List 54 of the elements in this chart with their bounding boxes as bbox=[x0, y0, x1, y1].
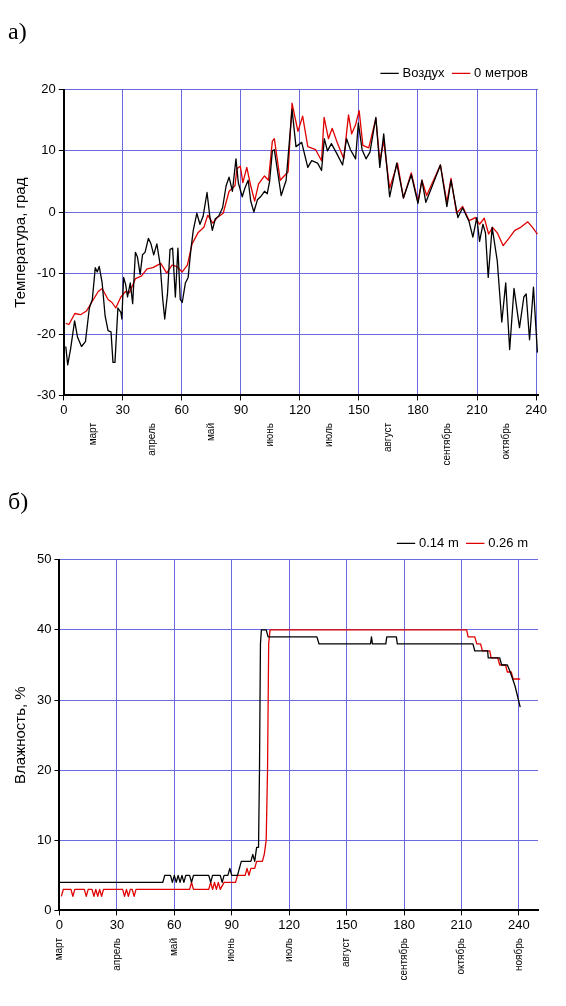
x-tick-label: 90 bbox=[224, 916, 239, 932]
text: июнь bbox=[225, 938, 237, 962]
text: октябрь bbox=[455, 938, 467, 975]
x-tick-label: 30 bbox=[115, 401, 131, 417]
x-tick-label: 150 bbox=[348, 401, 370, 417]
y-tick-label: 20 bbox=[36, 761, 52, 777]
text: май bbox=[168, 938, 180, 957]
x-tick-label: 90 bbox=[233, 401, 249, 417]
y-tick-label: 0 bbox=[44, 901, 52, 917]
x-tick-label: 150 bbox=[335, 916, 358, 932]
y-tick-label: 40 bbox=[36, 621, 52, 637]
x-tick-label: 180 bbox=[393, 916, 415, 932]
y-axis-title: Влажность, % bbox=[11, 686, 29, 784]
x-tick-label: 180 bbox=[407, 401, 429, 417]
legend-label: Воздух bbox=[402, 64, 446, 80]
legend-label: 0 метров bbox=[474, 64, 529, 80]
y-tick-label: 30 bbox=[36, 691, 52, 707]
text: март bbox=[53, 937, 65, 961]
x-tick-label: 210 bbox=[450, 916, 473, 932]
x-tick-label: 240 bbox=[508, 916, 530, 932]
y-axis-title: Температура, град bbox=[11, 177, 29, 308]
x-tick-label: 120 bbox=[289, 401, 311, 417]
text: апрель bbox=[146, 423, 158, 456]
x-tick-label: 30 bbox=[109, 916, 125, 932]
legend-label: 0.14 m bbox=[419, 534, 459, 550]
y-tick-label: -20 bbox=[36, 325, 56, 341]
text: июль bbox=[323, 423, 335, 447]
y-tick-label: 50 bbox=[36, 551, 52, 567]
x-tick-label: 0 bbox=[60, 401, 68, 417]
y-tick-label: 10 bbox=[36, 831, 52, 847]
chart-title: а) bbox=[8, 17, 27, 44]
x-tick-label: 60 bbox=[174, 401, 190, 417]
x-tick-label: 60 bbox=[167, 916, 182, 932]
y-tick-label: 20 bbox=[41, 81, 56, 97]
text: апрель bbox=[110, 938, 122, 971]
text: август bbox=[382, 422, 394, 452]
y-tick-label: -10 bbox=[36, 264, 56, 280]
text: май bbox=[205, 423, 217, 442]
text: ноябрь bbox=[512, 938, 524, 971]
x-tick-label: 210 bbox=[466, 401, 488, 417]
text: октябрь bbox=[500, 423, 512, 460]
text: июнь bbox=[264, 423, 276, 447]
text: март bbox=[87, 422, 99, 446]
text: июль bbox=[282, 938, 294, 962]
text: август bbox=[340, 937, 352, 967]
text: сентябрь bbox=[397, 938, 409, 981]
x-tick-label: 240 bbox=[525, 401, 547, 417]
y-tick-label: -30 bbox=[36, 386, 56, 402]
y-tick-label: 10 bbox=[41, 142, 56, 158]
text: сентябрь bbox=[441, 423, 453, 466]
y-tick-label: 0 bbox=[48, 203, 56, 219]
chart-title: б) bbox=[8, 487, 29, 514]
x-tick-label: 120 bbox=[278, 916, 301, 932]
legend-label: 0.26 m bbox=[488, 534, 529, 550]
